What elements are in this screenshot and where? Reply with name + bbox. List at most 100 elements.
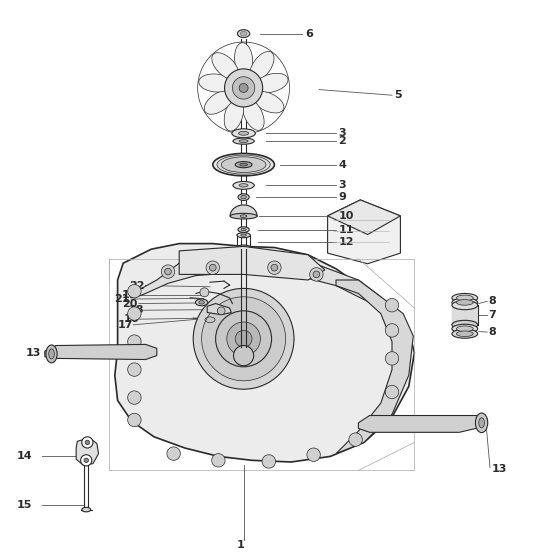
- Ellipse shape: [239, 132, 249, 136]
- Ellipse shape: [235, 162, 252, 168]
- Ellipse shape: [46, 345, 57, 363]
- Polygon shape: [179, 246, 325, 280]
- Bar: [452, 305, 478, 325]
- Circle shape: [128, 307, 141, 320]
- Ellipse shape: [241, 195, 246, 199]
- Circle shape: [232, 77, 255, 99]
- Text: 9: 9: [338, 192, 346, 202]
- Polygon shape: [336, 280, 413, 454]
- Circle shape: [262, 455, 276, 468]
- Polygon shape: [45, 344, 157, 360]
- Circle shape: [235, 330, 252, 347]
- Circle shape: [200, 288, 209, 297]
- Ellipse shape: [241, 234, 246, 236]
- Text: 5: 5: [394, 90, 402, 100]
- Ellipse shape: [452, 293, 478, 302]
- Circle shape: [161, 265, 175, 278]
- Ellipse shape: [253, 91, 284, 113]
- Ellipse shape: [479, 418, 484, 428]
- Circle shape: [227, 322, 260, 356]
- Ellipse shape: [452, 329, 478, 338]
- Circle shape: [128, 335, 141, 348]
- Ellipse shape: [212, 53, 239, 80]
- Ellipse shape: [250, 52, 274, 81]
- Text: 8: 8: [488, 327, 496, 337]
- Ellipse shape: [239, 184, 248, 187]
- Circle shape: [225, 69, 263, 107]
- Ellipse shape: [452, 324, 478, 333]
- Polygon shape: [328, 200, 400, 264]
- Ellipse shape: [237, 233, 250, 238]
- Circle shape: [81, 455, 92, 466]
- Circle shape: [385, 385, 399, 399]
- Circle shape: [85, 440, 90, 445]
- Ellipse shape: [204, 90, 234, 114]
- Text: 15: 15: [17, 500, 32, 510]
- Circle shape: [234, 346, 254, 366]
- Ellipse shape: [452, 301, 478, 310]
- Circle shape: [128, 363, 141, 376]
- Circle shape: [202, 297, 286, 381]
- Ellipse shape: [456, 295, 473, 301]
- Text: 13: 13: [25, 348, 40, 358]
- Ellipse shape: [221, 157, 266, 172]
- Ellipse shape: [213, 153, 274, 176]
- Ellipse shape: [233, 181, 254, 189]
- Circle shape: [128, 413, 141, 427]
- Circle shape: [310, 268, 323, 281]
- Text: 14: 14: [17, 451, 32, 461]
- Ellipse shape: [195, 299, 208, 306]
- Ellipse shape: [224, 99, 244, 131]
- Ellipse shape: [233, 138, 254, 144]
- Circle shape: [193, 288, 294, 389]
- Text: 3: 3: [338, 128, 346, 138]
- Text: 12: 12: [338, 237, 354, 247]
- Polygon shape: [76, 438, 99, 465]
- Ellipse shape: [199, 74, 232, 92]
- Text: 22: 22: [129, 281, 144, 291]
- Text: 7: 7: [488, 310, 496, 320]
- Ellipse shape: [235, 43, 253, 76]
- Polygon shape: [207, 304, 231, 315]
- Polygon shape: [134, 251, 381, 302]
- Circle shape: [239, 83, 248, 92]
- Text: 6: 6: [305, 29, 313, 39]
- Ellipse shape: [237, 245, 250, 250]
- Text: 19: 19: [122, 290, 138, 300]
- Ellipse shape: [255, 73, 288, 92]
- Ellipse shape: [456, 326, 473, 332]
- Ellipse shape: [238, 227, 249, 232]
- Text: 8: 8: [488, 296, 496, 306]
- Text: 13: 13: [492, 464, 507, 474]
- Ellipse shape: [199, 301, 204, 304]
- Circle shape: [212, 454, 225, 467]
- Text: 10: 10: [338, 211, 353, 221]
- Polygon shape: [328, 200, 400, 235]
- Circle shape: [385, 298, 399, 312]
- Ellipse shape: [230, 213, 257, 219]
- Circle shape: [209, 264, 216, 271]
- Ellipse shape: [452, 298, 478, 307]
- Circle shape: [217, 307, 225, 315]
- Circle shape: [271, 264, 278, 271]
- Circle shape: [82, 437, 93, 448]
- Ellipse shape: [242, 99, 264, 130]
- Text: 3: 3: [338, 180, 346, 190]
- Polygon shape: [115, 244, 414, 462]
- Ellipse shape: [232, 129, 255, 138]
- Text: 16: 16: [123, 314, 139, 324]
- Ellipse shape: [241, 228, 246, 231]
- Text: 17: 17: [118, 320, 133, 330]
- Circle shape: [216, 311, 272, 367]
- Text: 1: 1: [237, 540, 245, 550]
- Ellipse shape: [240, 215, 247, 218]
- Ellipse shape: [452, 320, 478, 329]
- Polygon shape: [230, 205, 257, 216]
- Ellipse shape: [456, 331, 473, 337]
- Circle shape: [128, 284, 141, 298]
- Circle shape: [385, 324, 399, 337]
- Ellipse shape: [475, 413, 488, 433]
- Ellipse shape: [240, 31, 247, 36]
- Text: 18: 18: [129, 305, 144, 315]
- Circle shape: [128, 391, 141, 404]
